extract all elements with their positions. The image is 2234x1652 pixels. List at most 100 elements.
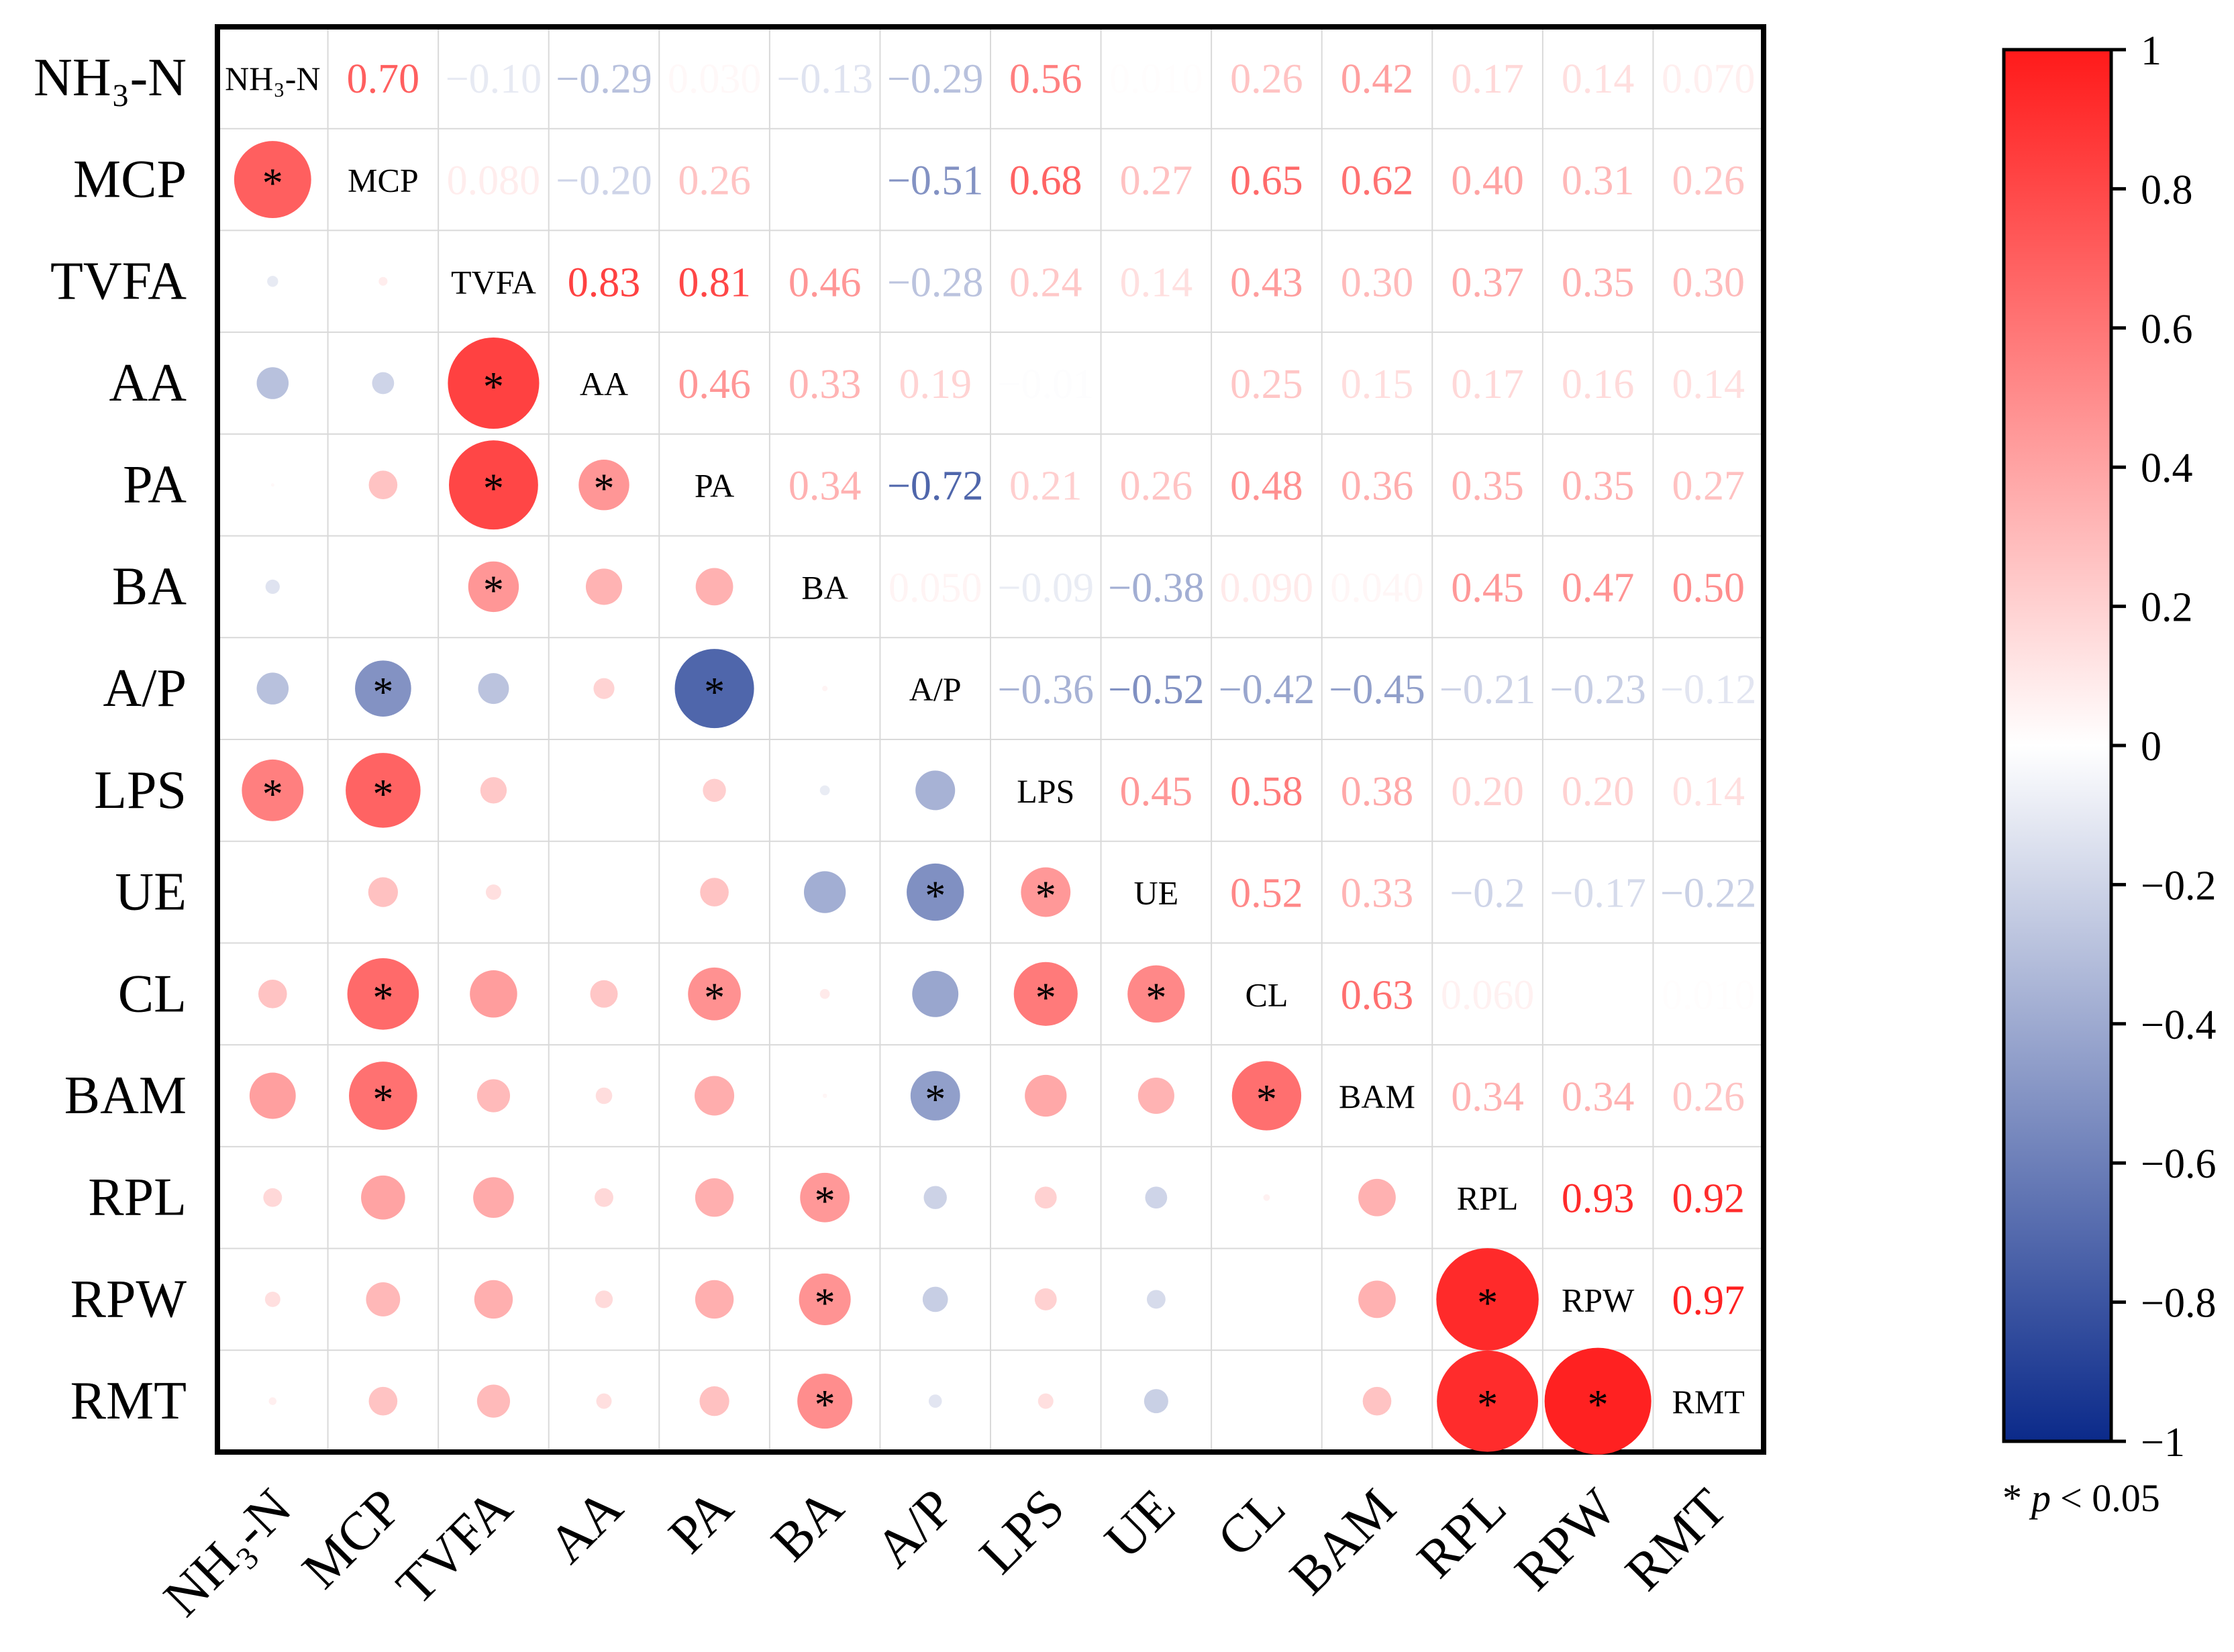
correlation-value: 0.26 (1672, 158, 1745, 204)
correlation-value: 0.47 (1562, 565, 1635, 611)
correlation-value: 0.45 (1120, 769, 1193, 815)
correlation-circle (695, 568, 733, 606)
correlation-value: 0.080 (447, 158, 541, 204)
colorbar: 1 0.8 0.6 0.4 0.2 0 −0.2 −0.4 −0.6 −0.8 −1 (2002, 28, 2216, 1465)
correlation-circle (265, 579, 280, 595)
correlation-value: 0.92 (1672, 1176, 1745, 1222)
correlation-value: 0.42 (1341, 56, 1414, 102)
correlation-circle (819, 785, 830, 796)
correlation-circle (347, 958, 419, 1030)
correlation-value: 0.62 (1341, 158, 1414, 204)
column-label: BA (760, 1478, 855, 1572)
correlation-circle (1358, 1280, 1396, 1319)
diagonal-label: CL (1245, 976, 1288, 1013)
correlation-circle (468, 561, 519, 613)
correlation-value: −0.51 (887, 158, 983, 204)
correlation-circle (368, 1386, 398, 1416)
correlation-value: 0.52 (1230, 871, 1303, 917)
correlation-value: 0.27 (1120, 158, 1193, 204)
diagonal-label: TVFA (451, 263, 536, 301)
diagonal-label: A/P (909, 670, 962, 708)
correlation-value: 0.38 (1341, 769, 1414, 815)
correlation-value: 0.63 (1341, 972, 1414, 1018)
significance-star: * (262, 772, 283, 817)
correlation-value: 0.83 (568, 260, 641, 305)
correlation-value: 0.68 (1009, 158, 1082, 204)
row-label: UE (115, 863, 187, 922)
correlation-circle (593, 678, 615, 699)
correlation-value: 0.97 (1672, 1278, 1745, 1323)
correlation-value: 0.27 (1672, 464, 1745, 509)
correlation-circle (264, 1291, 281, 1307)
significance-star: * (372, 1077, 393, 1123)
correlation-value: −0.10 (446, 56, 542, 102)
colorbar-tick-label: 0.6 (2141, 307, 2193, 352)
correlation-value: −0.29 (556, 56, 652, 102)
correlation-circle (578, 459, 629, 511)
correlation-circle (699, 1386, 729, 1416)
correlation-circle (915, 770, 956, 811)
row-label: TVFA (50, 252, 187, 311)
correlation-circle (819, 988, 830, 999)
correlation-value: 0.45 (1451, 565, 1524, 611)
correlation-value: 0.26 (678, 158, 751, 204)
significance-star: * (1588, 1382, 1609, 1428)
correlation-circle (249, 1072, 296, 1119)
correlation-circle (258, 979, 287, 1009)
correlation-value: 0.26 (1230, 56, 1303, 102)
correlation-circle (1362, 1386, 1392, 1416)
correlation-value: −0.29 (887, 56, 983, 102)
diagonal-label: RPW (1562, 1281, 1635, 1319)
correlation-value: 0.15 (1341, 362, 1414, 407)
correlation-value: 0.040 (1330, 565, 1424, 611)
correlation-value: −0.20 (556, 158, 652, 204)
row-label: AA (109, 354, 187, 413)
column-label: CL (1207, 1478, 1297, 1569)
row-label: BA (112, 557, 187, 616)
correlation-circle (1025, 1074, 1067, 1117)
correlation-circle (822, 686, 828, 692)
column-label: TVFA (385, 1478, 523, 1616)
label-layer: NH₃-N 0.70 −0.10 −0.29 0.030 −0.13 −0.29 0.56 0.… (34, 48, 1756, 1628)
correlation-value: 0.20 (1562, 769, 1635, 815)
correlation-value: −0.22 (1660, 871, 1756, 917)
correlation-value: −0.72 (887, 464, 983, 509)
significance-star: * (1146, 975, 1166, 1021)
correlation-value: 0.16 (1562, 362, 1635, 407)
correlation-circle (256, 672, 289, 705)
correlation-value: 0.30 (1672, 260, 1745, 305)
correlation-circle (366, 1282, 401, 1317)
correlation-value: −0.52 (1108, 667, 1204, 713)
colorbar-bar (2002, 48, 2113, 1443)
correlation-value: −0.36 (998, 667, 1094, 713)
significance-star: * (925, 874, 946, 919)
correlation-circle (372, 372, 395, 395)
column-label: RPW (1504, 1478, 1628, 1602)
correlation-value: 0.26 (1672, 1074, 1745, 1120)
correlation-circle (449, 440, 538, 530)
correlation-value: 0.20 (1451, 769, 1524, 815)
correlation-value: 0.090 (1220, 565, 1314, 611)
correlation-value: 0.93 (1562, 1176, 1635, 1222)
correlation-circle (1145, 1186, 1168, 1209)
significance-star: * (925, 1077, 946, 1123)
correlation-circle (476, 1384, 511, 1418)
column-label: NH₃-N (153, 1478, 303, 1628)
diagonal-label: RMT (1672, 1383, 1745, 1421)
plot-frame (215, 24, 1766, 1455)
p-symbol: p (2029, 1476, 2051, 1520)
significance-star: * (815, 1179, 835, 1225)
correlation-circle (476, 1079, 511, 1113)
diagonal-label: MCP (348, 162, 419, 199)
correlation-circle (799, 1273, 851, 1325)
correlation-value: 0.46 (678, 362, 751, 407)
correlation-circle (695, 1280, 734, 1319)
row-label: MCP (73, 150, 187, 209)
correlation-circle (1013, 962, 1078, 1026)
correlation-circle (912, 970, 959, 1017)
significance-star: * (704, 670, 725, 715)
colorbar-tick-label: −0.4 (2141, 1002, 2216, 1048)
correlation-value: 0.34 (789, 464, 862, 509)
significance-star: * (1035, 975, 1056, 1021)
correlation-value: 0.36 (1341, 464, 1414, 509)
